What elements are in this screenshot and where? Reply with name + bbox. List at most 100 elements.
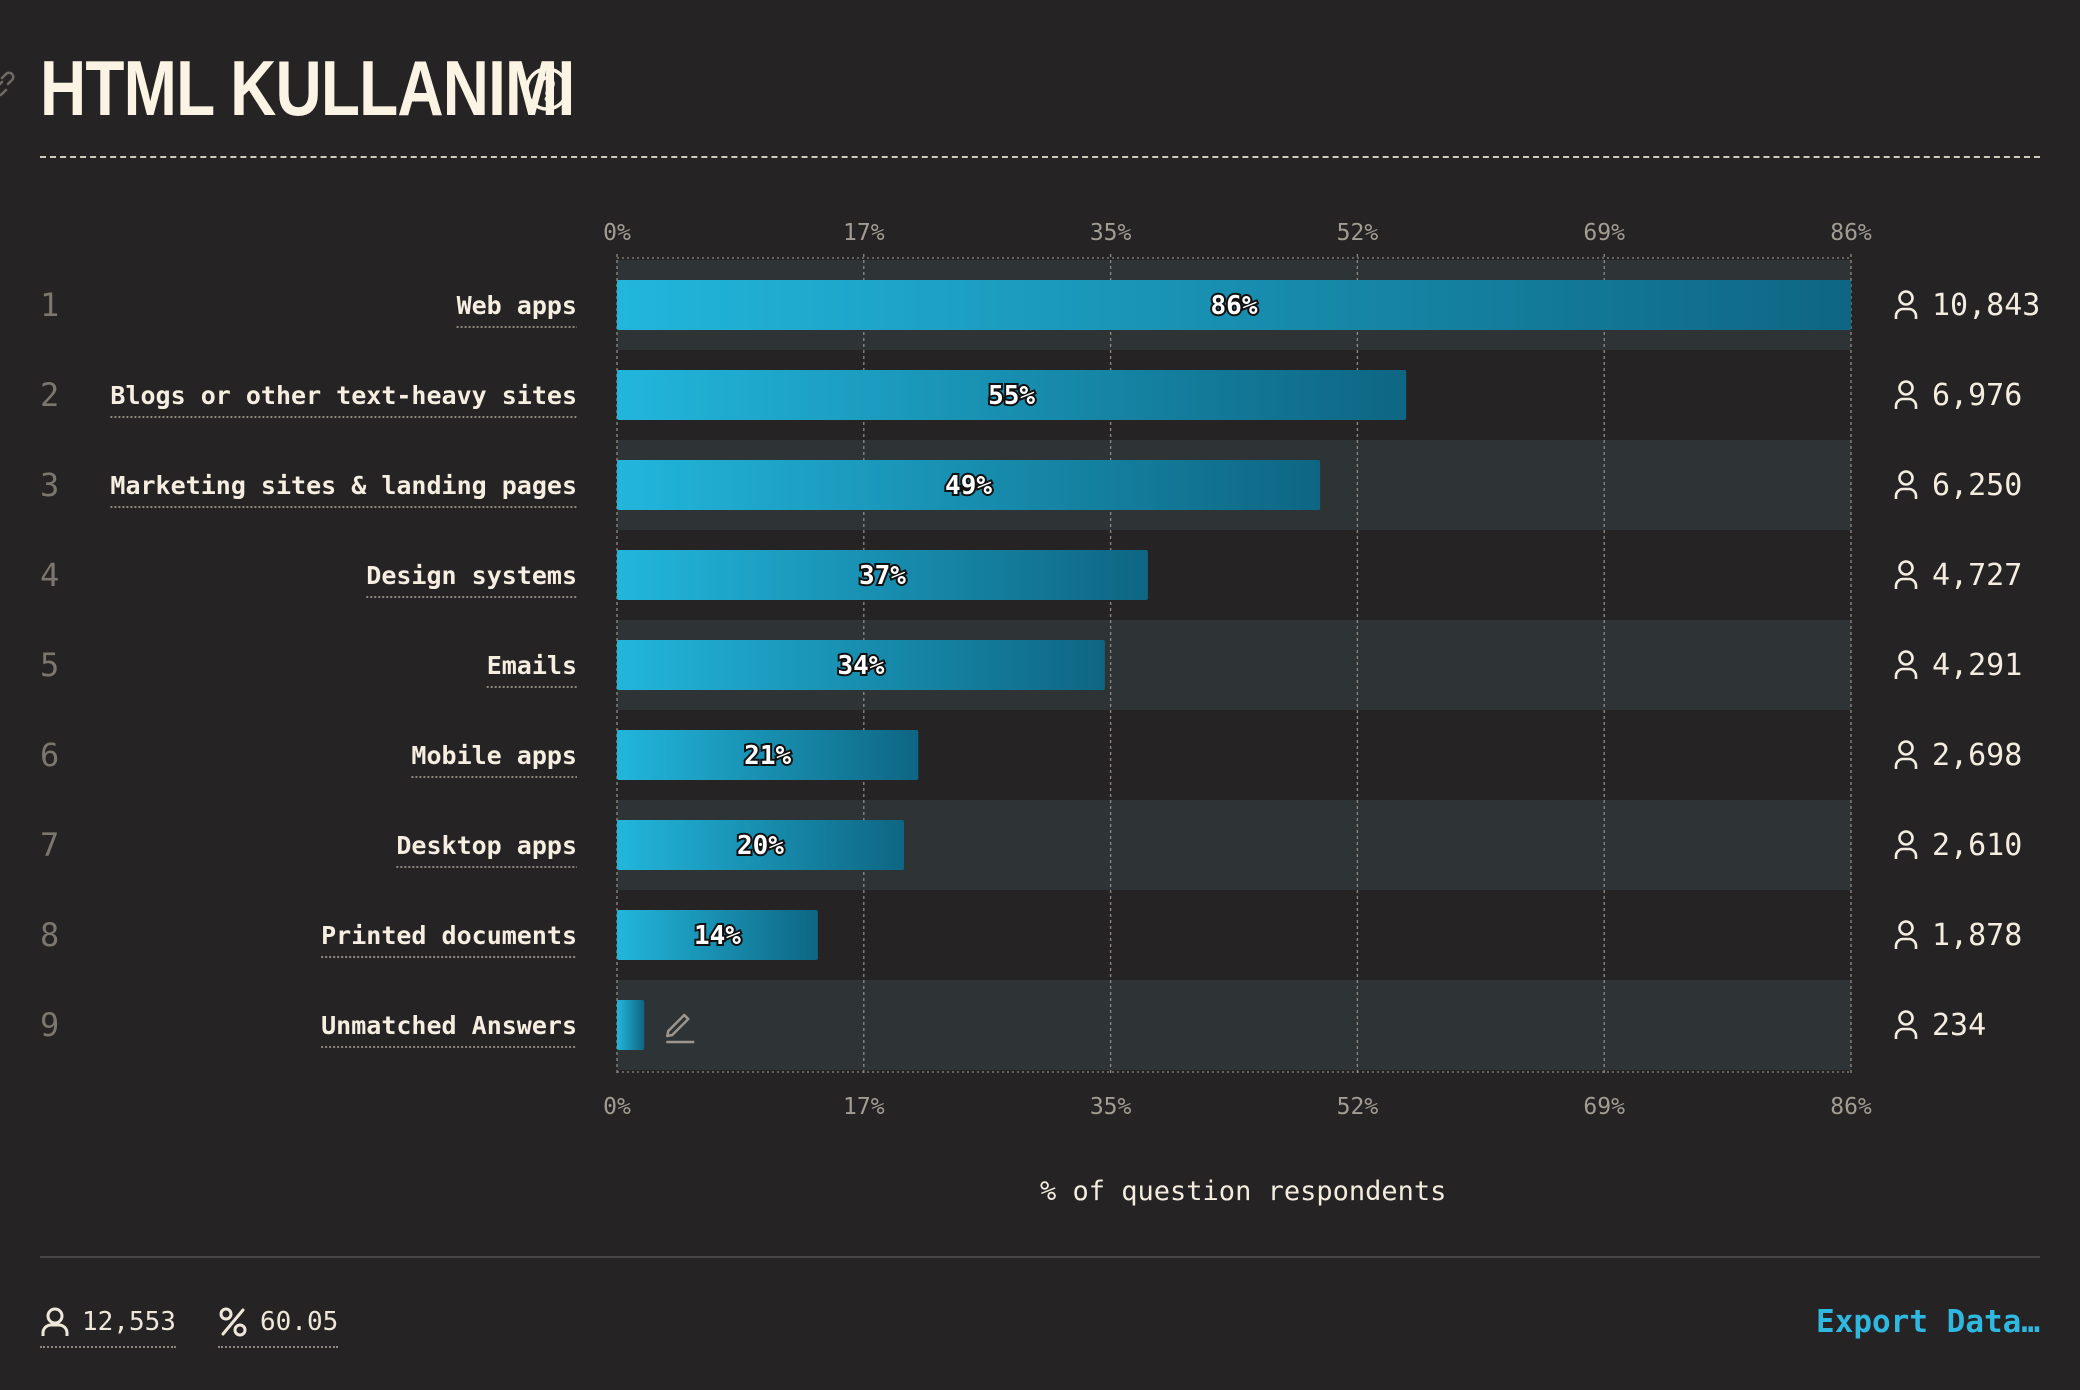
respondent-count: 6,976 [1932,378,2022,413]
edit-icon-pencil [666,1013,690,1038]
user-icon-head [1898,650,1914,666]
bar[interactable] [617,1000,645,1050]
bar-chart: 86%55%49%37%34%21%20%14% 1 Web apps 10,843… [40,220,2040,1120]
bar-value-label: 34% [837,651,884,681]
bar-value-label: 55% [988,381,1035,411]
category-label[interactable]: Unmatched Answers [321,1011,577,1040]
bar[interactable] [617,460,1321,510]
total-respondents[interactable]: 12,553 [40,1300,176,1348]
bar[interactable] [617,730,919,780]
bar-value-label: 37% [859,561,906,591]
user-icon [1894,830,1918,859]
x-tick-label-top: 86% [1830,220,1872,246]
respondent-count: 4,727 [1932,558,2022,593]
respondent-count: 2,698 [1932,738,2022,773]
bar-value-label: 49% [945,471,992,501]
respondent-count: 234 [1932,1008,1986,1043]
respondent-count: 6,250 [1932,468,2022,503]
header-divider [40,156,2040,158]
category-label[interactable]: Mobile apps [411,741,577,770]
respondent-count: 4,291 [1932,648,2022,683]
rank-number: 7 [40,826,59,864]
footer-divider [40,1256,2040,1258]
x-tick-label-bottom: 17% [843,1094,885,1120]
respondent-count: 2,610 [1932,828,2022,863]
user-icon-body [1894,847,1918,859]
user-icon-head [1898,920,1914,936]
rank-number: 1 [40,286,59,324]
user-icon-body [1894,487,1918,499]
bar-value-label: 20% [737,831,784,861]
user-icon-head [1898,560,1914,576]
user-icon-head [1898,380,1914,396]
rank-number: 8 [40,916,59,954]
bar[interactable] [617,370,1407,420]
user-icon-head [1898,470,1914,486]
respondent-count: 1,878 [1932,918,2022,953]
category-label[interactable]: Design systems [366,561,577,590]
user-icon-head [1898,740,1914,756]
user-icon [1894,290,1918,319]
bar[interactable] [617,550,1148,600]
user-icon-head [1898,290,1914,306]
row-band [617,980,1851,1070]
percentage-value: 60.05 [260,1307,339,1337]
x-tick-label-bottom: 35% [1090,1094,1132,1120]
category-label[interactable]: Blogs or other text-heavy sites [110,381,577,410]
x-tick-label-bottom: 0% [603,1094,631,1120]
rank-number: 2 [40,376,59,414]
x-axis-title: % of question respondents [1040,1176,1447,1207]
user-icon-head [1898,830,1914,846]
x-tick-label-top: 52% [1337,220,1379,246]
user-icon [1894,920,1918,949]
rank-number: 5 [40,646,59,684]
bar-value-label: 86% [1211,291,1258,321]
link-icon[interactable] [0,70,20,98]
x-tick-label-bottom: 52% [1337,1094,1379,1120]
user-icon [41,1307,69,1336]
percent-icon [219,1307,247,1337]
x-tick-label-top: 35% [1090,220,1132,246]
x-tick-label-top: 0% [603,220,631,246]
category-label[interactable]: Emails [487,651,577,680]
user-icon-body [1894,757,1918,769]
user-icon-body [1894,1027,1918,1039]
user-icon-body [1894,667,1918,679]
bar-value-label: 21% [744,741,791,771]
bar[interactable] [617,640,1105,690]
user-icon [1894,740,1918,769]
respondent-count: 10,843 [1932,288,2040,323]
x-tick-label-bottom: 86% [1830,1094,1872,1120]
bar[interactable] [617,910,818,960]
user-icon-body [1894,937,1918,949]
user-icon-body [1894,307,1918,319]
response-percentage[interactable]: 60.05 [218,1300,339,1348]
category-label[interactable]: Web apps [457,291,577,320]
user-icon [1894,560,1918,589]
x-tick-label-top: 69% [1583,220,1625,246]
user-icon-body [1894,397,1918,409]
x-tick-label-bottom: 69% [1583,1094,1625,1120]
category-label[interactable]: Desktop apps [396,831,577,860]
rank-number: 4 [40,556,59,594]
rank-number: 9 [40,1006,59,1044]
user-icon [1894,650,1918,679]
user-icon-body [1894,577,1918,589]
bar[interactable] [617,820,904,870]
help-icon[interactable] [524,66,570,112]
bar-value-label: 14% [694,921,741,951]
bar[interactable] [617,280,1851,330]
user-icon [1894,380,1918,409]
category-label[interactable]: Printed documents [321,921,577,950]
user-icon [1894,470,1918,499]
export-data-button[interactable]: Export Data… [1816,1304,2040,1340]
respondents-count: 12,553 [82,1307,176,1337]
x-tick-label-top: 17% [843,220,885,246]
category-label[interactable]: Marketing sites & landing pages [110,471,577,500]
rank-number: 6 [40,736,59,774]
user-icon [1894,1010,1918,1039]
rank-number: 3 [40,466,59,504]
edit-icon[interactable] [666,1013,695,1044]
page-title: HTML KULLANIMI [40,44,575,132]
user-icon-head [1898,1010,1914,1026]
